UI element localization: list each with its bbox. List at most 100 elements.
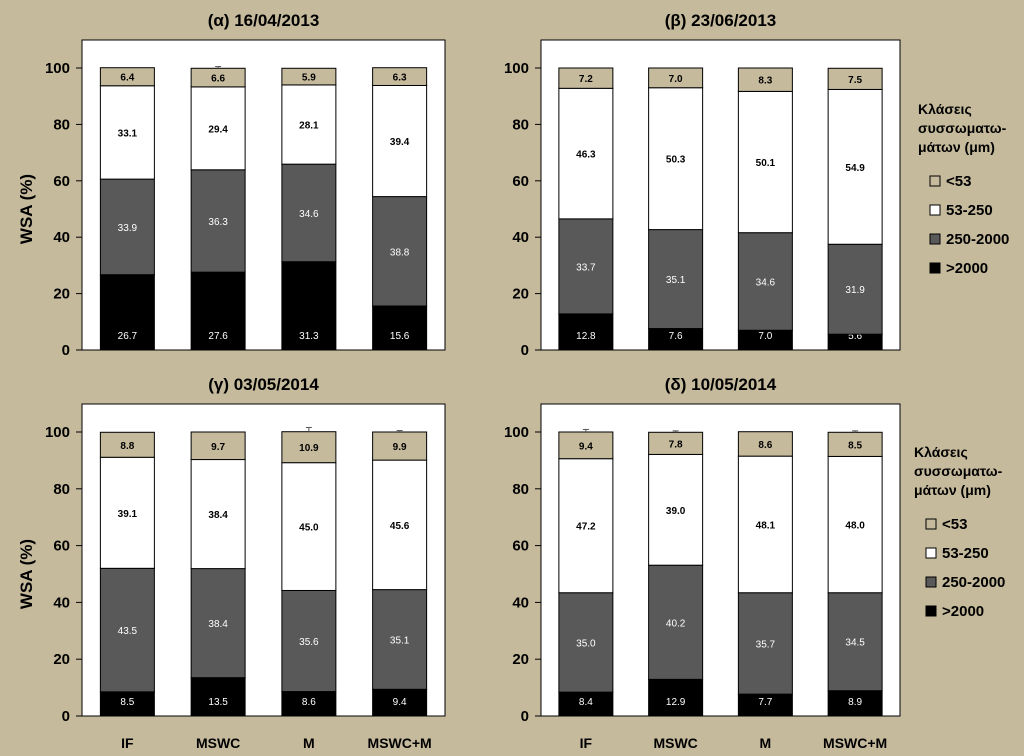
data-label: 15.6 <box>390 331 410 342</box>
legend-label: 53-250 <box>946 202 993 219</box>
data-label: 35.7 <box>756 639 776 650</box>
y-tick-label: 80 <box>53 481 70 498</box>
bar-segment <box>190 169 246 273</box>
bar-segment <box>827 455 883 594</box>
legend-swatch <box>929 262 941 274</box>
bar-segment <box>827 88 883 245</box>
y-tick-label: 100 <box>45 424 70 441</box>
chart-title: (β) 23/06/2013 <box>665 11 777 30</box>
bar-segment <box>558 87 614 220</box>
data-label: 29.4 <box>208 124 228 135</box>
legend: Κλάσεις συσσωματω-μάτων (μm) <53 53-250 250-… <box>914 444 1005 620</box>
data-label: 8.5 <box>848 440 862 451</box>
data-label: 38.4 <box>208 510 228 521</box>
data-label: 48.0 <box>845 521 865 532</box>
data-label: 40.2 <box>666 618 686 629</box>
data-label: 7.0 <box>669 74 683 85</box>
data-label: 39.0 <box>666 506 686 517</box>
y-tick-label: 80 <box>512 481 529 498</box>
legend-label: >2000 <box>942 603 984 620</box>
bar-segment <box>99 431 155 458</box>
y-tick-label: 100 <box>504 424 529 441</box>
legend-label: 53-250 <box>942 545 989 562</box>
data-label: 35.0 <box>576 638 596 649</box>
bar-segment <box>190 431 246 461</box>
data-label: 47.2 <box>576 522 596 533</box>
legend-swatch <box>929 204 941 216</box>
x-tick-label: IF <box>121 735 134 751</box>
data-label: 34.6 <box>756 277 776 288</box>
bar-segment <box>190 568 246 679</box>
chart-panel-0: (α) 16/04/2013 0 20 40 60 80 100 WSA (%) 26.7 33.… <box>17 11 446 359</box>
legend-title: μάτων (μm) <box>914 482 991 498</box>
data-label: 8.5 <box>120 697 134 708</box>
chart-panel-1: (β) 23/06/2013 0 20 40 60 80 100 12.8 33.7 46.3 7.… <box>504 11 901 359</box>
data-label: 9.7 <box>211 442 225 453</box>
data-label: 12.8 <box>576 331 596 342</box>
data-label: 8.6 <box>758 440 772 451</box>
data-label: 45.6 <box>390 521 410 532</box>
data-label: 7.2 <box>579 74 593 85</box>
y-tick-label: 0 <box>521 342 529 359</box>
data-label: 50.1 <box>756 158 776 169</box>
bar-segment <box>281 431 337 464</box>
x-tick-label: M <box>303 735 315 751</box>
y-tick-label: 60 <box>53 173 70 190</box>
y-tick-label: 100 <box>45 60 70 77</box>
bar-segment <box>827 431 883 457</box>
y-axis-label: WSA (%) <box>17 174 36 244</box>
bar-segment <box>190 86 246 171</box>
data-label: 26.7 <box>118 331 138 342</box>
data-label: 5.6 <box>848 331 862 342</box>
bar-segment <box>190 677 246 717</box>
y-axis-label: WSA (%) <box>17 539 36 609</box>
data-label: 34.6 <box>299 209 319 220</box>
legend-title: συσσωματω- <box>914 463 1003 479</box>
legend-title: μάτων (μm) <box>918 139 995 155</box>
bar-segment <box>648 229 704 330</box>
legend-label: <53 <box>946 173 971 190</box>
data-label: 7.0 <box>758 331 772 342</box>
y-tick-label: 40 <box>53 594 70 611</box>
bar-segment <box>281 67 337 86</box>
bar-segment <box>99 67 155 87</box>
y-tick-label: 20 <box>512 286 529 303</box>
bar-segment <box>737 232 793 331</box>
chart-title: (γ) 03/05/2014 <box>208 375 319 394</box>
legend-swatch <box>929 175 941 187</box>
data-label: 13.5 <box>208 697 228 708</box>
y-tick-label: 40 <box>512 229 529 246</box>
data-label: 35.6 <box>299 637 319 648</box>
data-label: 5.9 <box>302 73 316 84</box>
bar-segment <box>558 592 614 693</box>
x-tick-label: MSWC+M <box>368 735 432 751</box>
x-tick-label: MSWC <box>196 735 240 751</box>
y-tick-label: 20 <box>53 651 70 668</box>
data-label: 7.6 <box>669 331 683 342</box>
legend-title: Κλάσεις <box>914 444 968 460</box>
data-label: 8.4 <box>579 697 593 708</box>
y-tick-label: 80 <box>512 116 529 133</box>
y-tick-label: 40 <box>53 229 70 246</box>
y-tick-label: 0 <box>62 342 70 359</box>
data-label: 6.6 <box>211 74 225 85</box>
legend-swatch <box>925 576 937 588</box>
data-label: 8.9 <box>848 697 862 708</box>
data-label: 31.9 <box>845 285 865 296</box>
data-label: 8.8 <box>120 441 134 452</box>
legend-title: Κλάσεις <box>918 101 972 117</box>
bar-segment <box>648 67 704 89</box>
data-label: 45.0 <box>299 523 319 534</box>
data-label: 33.7 <box>576 262 596 273</box>
data-label: 10.9 <box>299 443 319 454</box>
y-tick-label: 20 <box>512 651 529 668</box>
bar-segment <box>827 690 883 717</box>
bar-segment <box>99 567 155 693</box>
legend-swatch <box>925 605 937 617</box>
data-label: 9.9 <box>393 442 407 453</box>
data-label: 31.3 <box>299 331 319 342</box>
bar-segment <box>737 455 793 594</box>
bar-segment <box>281 691 337 717</box>
data-label: 12.9 <box>666 697 686 708</box>
